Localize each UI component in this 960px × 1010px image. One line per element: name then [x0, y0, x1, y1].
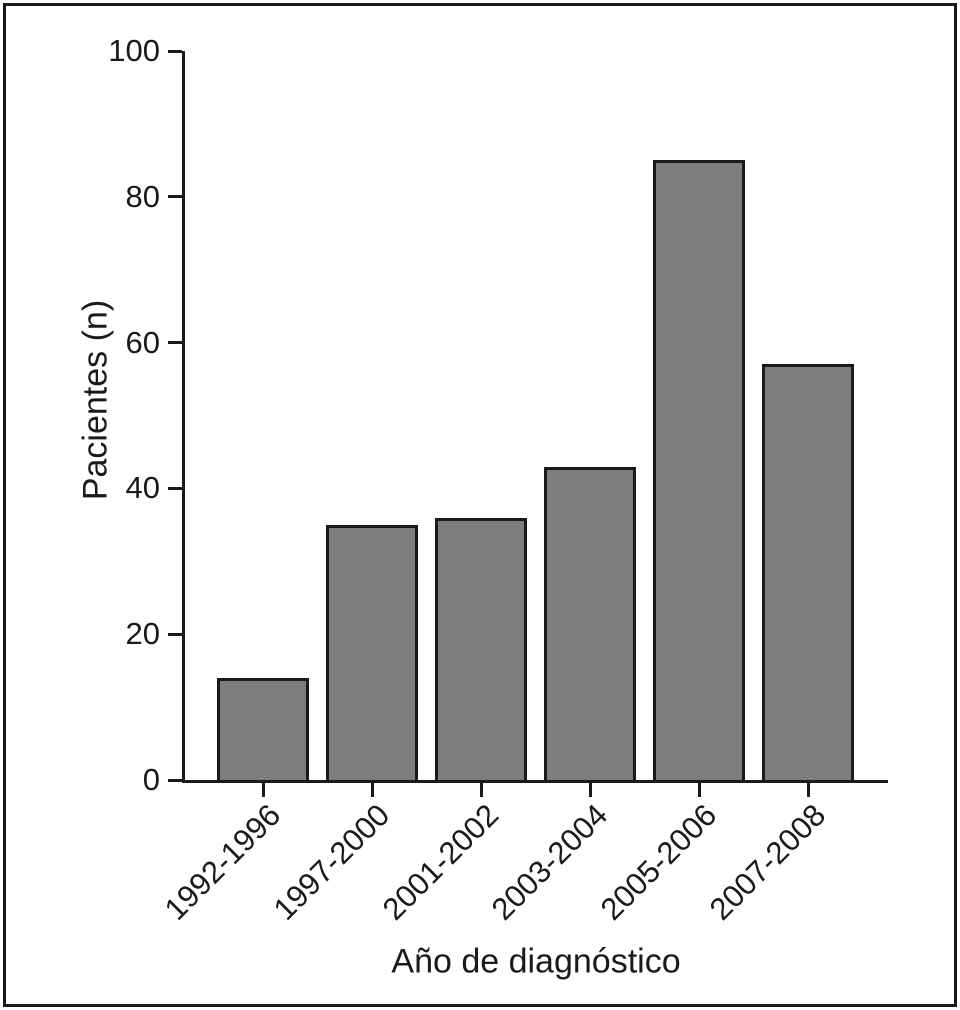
- y-axis-line: [182, 51, 185, 783]
- x-tick: [261, 783, 265, 797]
- bar-1992-1996: [217, 677, 309, 780]
- y-tick-label: 60: [125, 324, 160, 360]
- chart-border: [3, 3, 957, 1007]
- y-tick-label: 40: [125, 470, 160, 506]
- y-tick: [168, 49, 182, 53]
- y-tick-label: 100: [108, 33, 160, 68]
- bar-2003-2004: [544, 466, 636, 780]
- bar-2001-2002: [435, 517, 527, 780]
- x-axis-title: Año de diagnóstico: [391, 942, 681, 981]
- x-tick: [370, 783, 374, 797]
- y-tick-label: 20: [125, 616, 160, 652]
- y-tick: [168, 632, 182, 636]
- y-tick: [168, 778, 182, 782]
- y-tick: [168, 341, 182, 345]
- y-tick: [168, 486, 182, 490]
- bar-1997-2000: [326, 524, 418, 780]
- x-tick: [479, 783, 483, 797]
- y-tick-label: 0: [142, 762, 160, 797]
- bar-2007-2008: [762, 364, 854, 780]
- x-axis-line: [182, 780, 888, 783]
- x-tick: [806, 783, 810, 797]
- x-tick: [588, 783, 592, 797]
- y-tick-label: 80: [125, 178, 160, 214]
- x-tick: [697, 783, 701, 797]
- bar-2005-2006: [653, 160, 745, 780]
- y-tick: [168, 195, 182, 199]
